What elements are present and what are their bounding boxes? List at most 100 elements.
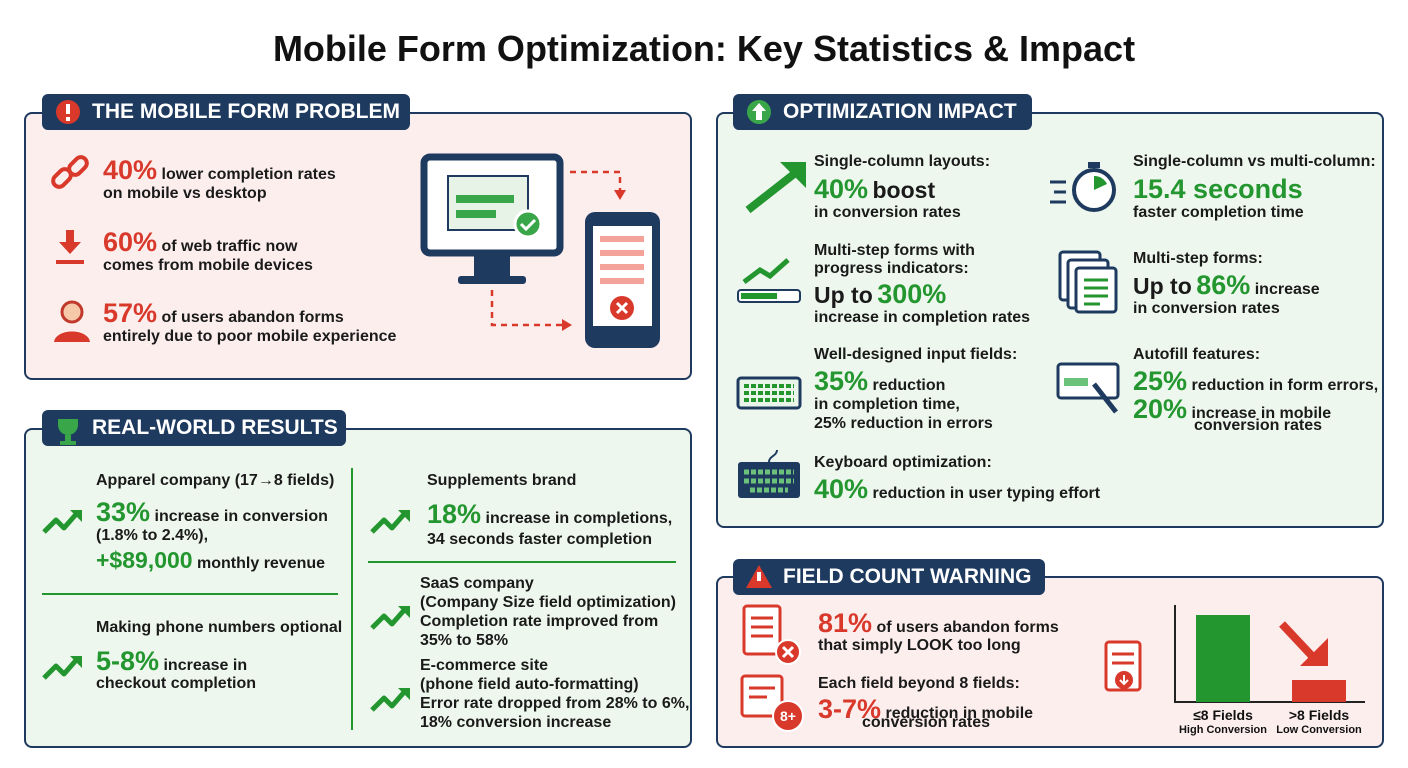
stat-row: 20% increase in mobile <box>1133 394 1331 429</box>
form-field <box>600 236 644 242</box>
stat-row: 18% increase in completions, <box>427 499 672 534</box>
stat-row: Up to 300% <box>814 279 946 314</box>
stat-prefix: Up to <box>814 282 873 308</box>
bar-sublabel: Low Conversion <box>1276 724 1362 736</box>
growth-arrow <box>780 162 806 188</box>
stat: 86% <box>1196 270 1251 300</box>
case-label: Apparel company (17→8 fields) <box>96 472 335 489</box>
impact-label: Keyboard optimization: <box>814 454 992 471</box>
stat-text: 34 seconds faster completion <box>427 531 652 548</box>
page-title: Mobile Form Optimization: Key Statistics… <box>272 28 1136 69</box>
case-label: Supplements brand <box>427 472 577 489</box>
stat-row: 15.4 seconds <box>1133 174 1303 209</box>
stat-text: reduction in mobile <box>885 705 1034 722</box>
stat-text: (1.8% to 2.4%), <box>96 527 209 544</box>
error-icon <box>781 645 795 659</box>
stat: 15.4 seconds <box>1133 174 1303 204</box>
warning-label: Each field beyond 8 fields: <box>818 675 1020 692</box>
stat: 40% <box>814 174 869 204</box>
stat-text: increase <box>1254 281 1320 298</box>
stat-row: 40% reduction in user typing effort <box>814 474 1100 509</box>
form-field <box>456 210 496 218</box>
progress-icon <box>742 258 790 284</box>
case-line: 35% to 58% <box>420 632 509 649</box>
stat: 20% <box>1133 394 1188 424</box>
stopwatch <box>1088 162 1100 168</box>
form-field <box>600 250 644 256</box>
case-line: E-commerce site <box>420 657 549 674</box>
stat: 3-7% <box>818 694 882 724</box>
stat-text: reduction in user typing effort <box>872 485 1101 502</box>
stat-text: increase in completion rates <box>814 309 1031 326</box>
impact-label: Single-column layouts: <box>814 153 991 170</box>
form-icon <box>1112 652 1134 665</box>
stat: +$89,000 <box>96 547 193 573</box>
person-icon <box>60 300 84 324</box>
keyboard-icon <box>744 469 794 493</box>
warning-icon <box>757 572 761 581</box>
bar-label: ≤8 Fields <box>1193 707 1253 723</box>
growth-arrow <box>745 170 797 214</box>
stat-text: checkout completion <box>96 675 257 692</box>
stat-text: entirely due to poor mobile experience <box>103 328 397 345</box>
flow-arrow <box>490 170 622 327</box>
stat-text: in completion time, <box>814 396 960 413</box>
stat-row: 35% reduction <box>814 366 945 401</box>
down-arrow <box>1279 621 1315 659</box>
impact-label: Multi-step forms: <box>1133 250 1263 267</box>
impact-label: progress indicators: <box>814 260 969 277</box>
badge-text: 8+ <box>780 708 796 724</box>
stat-text: comes from mobile devices <box>103 257 313 274</box>
speed-lines <box>1050 180 1066 204</box>
stat-text: boost <box>872 177 936 203</box>
stat-row: +$89,000 monthly revenue <box>96 546 325 578</box>
form-field <box>456 195 514 203</box>
bar-sublabel: High Conversion <box>1178 724 1267 736</box>
stat-row: 40% boost <box>814 174 935 209</box>
case-line: Completion rate improved from <box>420 613 659 630</box>
stat-text: reduction <box>872 377 946 394</box>
stat-row: 57% of users abandon forms <box>103 298 344 333</box>
person-icon <box>54 331 90 342</box>
stat-row: 40% lower completion rates <box>103 155 336 190</box>
stat-row: 3-7% reduction in mobile <box>818 694 1033 729</box>
stat-prefix: Up to <box>1133 273 1192 299</box>
case-line: Error rate dropped from 28% to 6%, <box>420 695 690 712</box>
stat-text: of users abandon forms <box>876 619 1059 636</box>
results-panel <box>24 428 692 748</box>
check-icon <box>519 218 537 232</box>
section-heading: OPTIMIZATION IMPACT <box>733 94 1032 130</box>
autofill-icon <box>1064 378 1088 386</box>
stat-text: in conversion rates <box>814 204 961 221</box>
download-icon <box>56 230 84 264</box>
stat: 18% <box>427 499 482 529</box>
stat-text: lower completion rates <box>161 166 336 183</box>
problem-panel <box>24 112 692 380</box>
stat-text: reduction in form errors, <box>1191 377 1379 394</box>
section-heading: FIELD COUNT WARNING <box>733 559 1045 595</box>
bar-label: >8 Fields <box>1288 707 1350 723</box>
stat: 57% <box>103 298 158 328</box>
stat-text: 25% reduction in errors <box>814 415 993 432</box>
impact-label: Autofill features: <box>1133 346 1261 363</box>
stat-row: 60% of web traffic now <box>103 227 298 262</box>
doc-icon <box>742 604 782 656</box>
case-line: 18% conversion increase <box>420 714 612 731</box>
stat: 60% <box>103 227 158 257</box>
stat-text: on mobile vs desktop <box>103 185 267 202</box>
case-line: SaaS company <box>420 575 534 592</box>
stat-row: 81% of users abandon forms <box>818 608 1059 643</box>
section-heading: THE MOBILE FORM PROBLEM <box>42 94 410 130</box>
form-field <box>600 264 644 270</box>
trophy-icon <box>58 419 78 445</box>
stat-text: that simply LOOK too long <box>818 637 1021 654</box>
impact-label: Well-designed input fields: <box>814 346 1018 363</box>
alert-icon <box>66 117 70 121</box>
trend-icon <box>42 510 408 712</box>
stat-text: faster completion time <box>1133 204 1304 221</box>
stat-row: 25% reduction in form errors, <box>1133 366 1378 401</box>
bar-high <box>1196 615 1250 702</box>
stat-row: 33% increase in conversion <box>96 497 328 532</box>
